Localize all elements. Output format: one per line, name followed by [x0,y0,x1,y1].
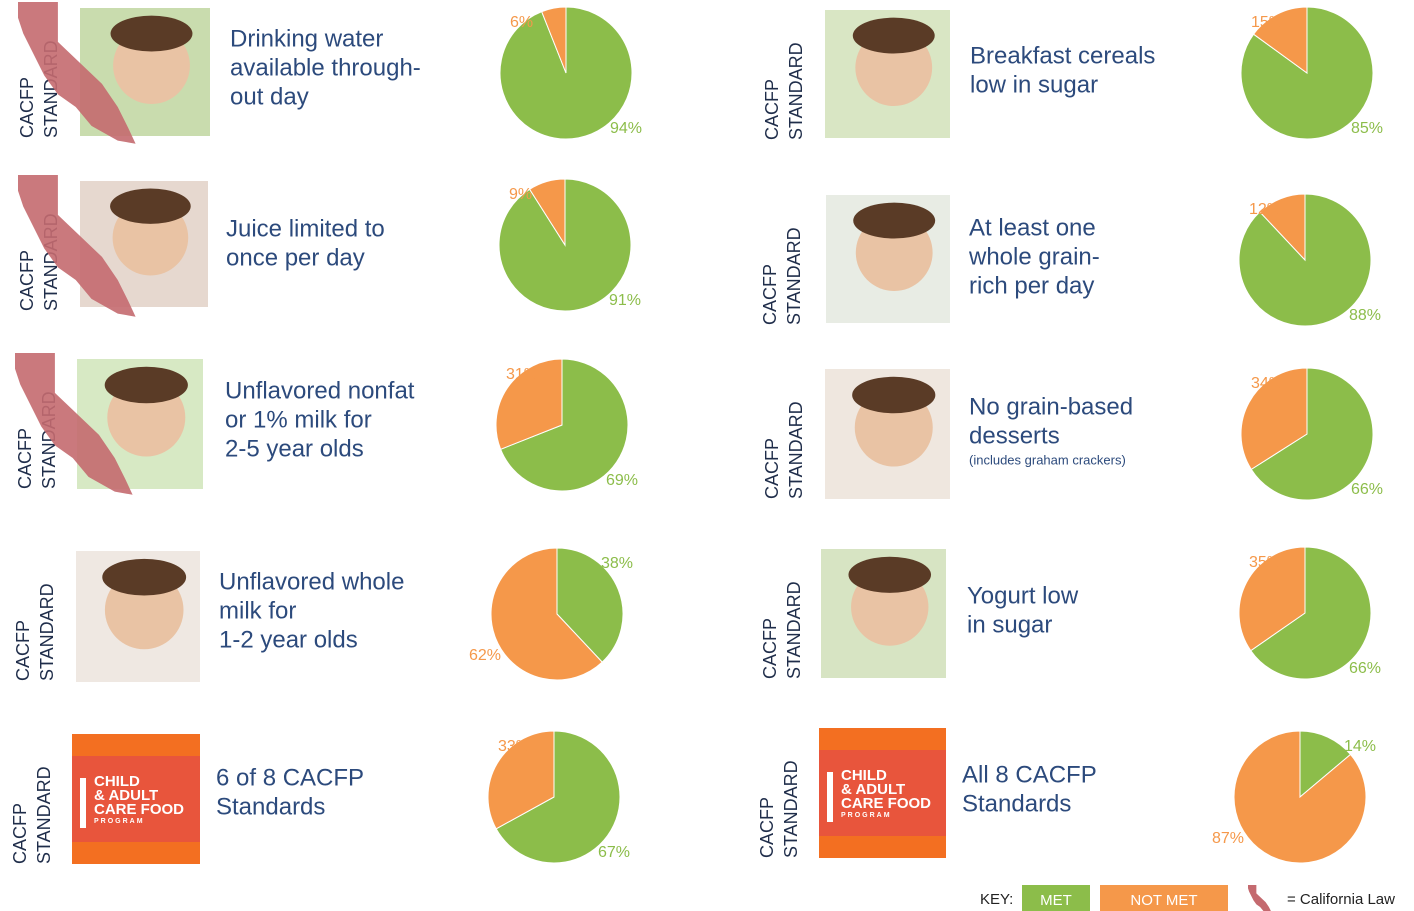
photo-hair [102,559,186,596]
pie-label: 67% [598,844,630,861]
title-line: whole grain- [968,243,1100,270]
pie-label: 87% [1212,830,1244,847]
title-line: low in sugar [970,71,1098,98]
legend-item: MET [1040,892,1072,909]
legend-item: NOT MET [1130,892,1197,909]
title-line: 2-5 year olds [225,435,364,462]
badge-text: CACFP [13,620,33,681]
title-line: At least one [969,214,1096,241]
legend-california-label: = California Law [1287,891,1395,908]
pie-label: 12% [1249,201,1281,218]
pie-label: 91% [609,292,641,309]
pie-label: 34% [1251,375,1283,392]
title-line: Unflavored nonfat [225,377,415,404]
logo-fork [827,772,833,822]
title-line: Unflavored whole [219,568,404,595]
title-note: (includes graham crackers) [969,452,1126,467]
badge-text: CACFP [17,77,37,138]
pie-label: 38% [601,555,633,572]
title-line: Standards [962,790,1071,817]
logo-text: CARE FOOD [841,795,931,812]
photo-hair [852,377,935,413]
badge-text: STANDARD [34,766,54,864]
pie-label: 33% [498,738,530,755]
title-line: Juice limited to [226,215,385,242]
title-line: Breakfast cereals [970,42,1155,69]
logo-text: PROGRAM [94,818,145,825]
photo-hair [110,189,191,224]
logo-text: PROGRAM [841,812,892,819]
title-line: desserts [969,422,1060,449]
title-line: Drinking water [230,25,383,52]
title-line: All 8 CACFP [962,761,1097,788]
badge-text: CACFP [760,618,780,679]
badge-text: STANDARD [786,401,806,499]
title-line: in sugar [967,611,1052,638]
badge-text: CACFP [762,438,782,499]
title-line: available through- [230,54,421,81]
pie-label: 66% [1351,481,1383,498]
badge-text: STANDARD [781,760,801,858]
badge-text: STANDARD [784,581,804,679]
title-line: 1-2 year olds [219,626,358,653]
pie-label: 14% [1344,738,1376,755]
badge-text: CACFP [10,803,30,864]
pie-label: 85% [1351,120,1383,137]
pie-label: 31% [506,366,538,383]
pie-label: 9% [509,186,532,203]
photo-hair [111,16,193,52]
badge-text: CACFP [757,797,777,858]
badge-text: CACFP [17,250,37,311]
pie-label: 69% [606,472,638,489]
badge-text: CACFP [15,428,35,489]
title-line: Standards [216,793,325,820]
badge-text: CACFP [762,79,782,140]
infographic: CACFPSTANDARDDrinking wateravailable thr… [0,0,1414,911]
badge-text: STANDARD [786,42,806,140]
title-line: or 1% milk for [225,406,372,433]
title-line: No grain-based [969,393,1133,420]
pie-label: 62% [469,647,501,664]
pie-label: 88% [1349,307,1381,324]
pie-label: 66% [1349,660,1381,677]
pie-label: 6% [510,14,533,31]
title-line: rich per day [969,272,1094,299]
badge-text: STANDARD [37,583,57,681]
title-line: Yogurt low [967,582,1079,609]
legend-california [1248,885,1273,911]
photo-hair [848,557,931,593]
photo-hair [105,367,188,403]
logo-fork [80,778,86,828]
badge-text: STANDARD [784,227,804,325]
title-line: out day [230,83,309,110]
pie-label: 94% [610,120,642,137]
legend-label: KEY: [980,891,1013,908]
pie-label: 35% [1249,554,1281,571]
title-line: once per day [226,244,365,271]
panel: CACFPSTANDARDDrinking wateravailable thr… [17,2,642,144]
title-line: 6 of 8 CACFP [216,764,364,791]
photo-hair [853,18,935,54]
pie-label: 15% [1251,14,1283,31]
title-line: milk for [219,597,296,624]
logo-text: CARE FOOD [94,801,184,818]
photo-hair [853,203,935,239]
badge-text: CACFP [760,264,780,325]
